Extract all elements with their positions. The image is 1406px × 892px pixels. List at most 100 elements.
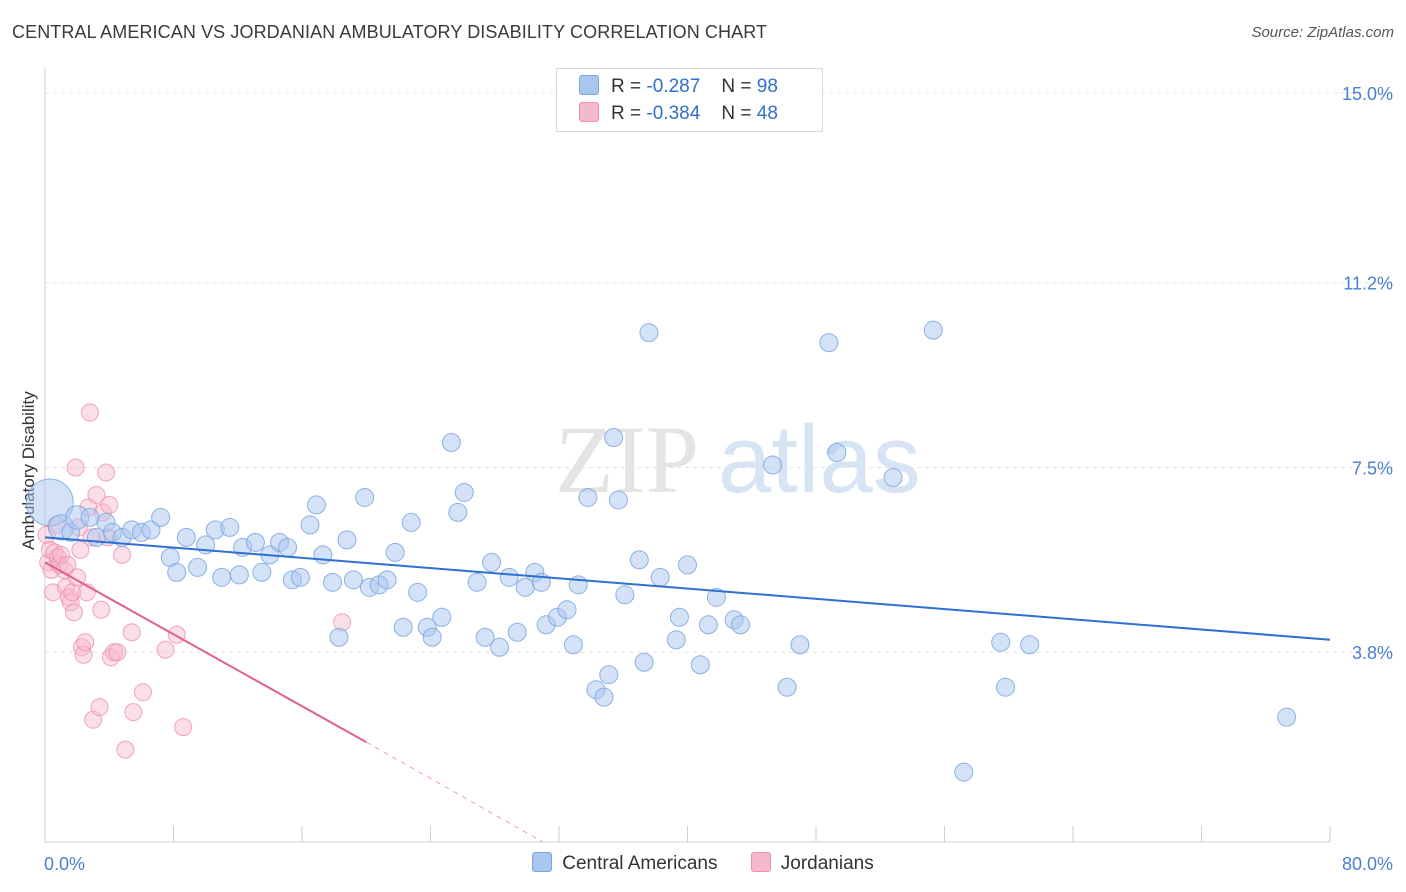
- central-american-point: [245, 532, 265, 552]
- legend-label: Central Americans: [562, 853, 718, 874]
- central-american-point: [290, 567, 310, 587]
- central-american-point: [313, 545, 333, 565]
- legend-row-central-americans: R = -0.287 N = 98: [579, 75, 778, 101]
- chart-title: CENTRAL AMERICAN VS JORDANIAN AMBULATORY…: [12, 22, 768, 42]
- legend-item-jordanians[interactable]: Jordanians: [750, 852, 874, 875]
- central-american-point: [475, 627, 495, 647]
- central-american-point: [594, 687, 614, 707]
- jordanian-point: [156, 640, 175, 659]
- central-american-point: [306, 495, 326, 515]
- blue-swatch: [532, 852, 553, 872]
- y-tick-label: 15.0%: [1342, 84, 1393, 104]
- jordanian-point: [76, 633, 95, 652]
- n-label: N =: [721, 103, 752, 124]
- central-american-point: [151, 507, 171, 527]
- jordanian-point: [97, 463, 116, 482]
- central-american-point: [507, 622, 527, 642]
- central-american-point: [991, 632, 1011, 652]
- central-american-point: [1277, 707, 1297, 727]
- central-american-point: [448, 502, 468, 522]
- tick-labels: 3.8% 7.5% 11.2% 15.0% 0.0% 80.0%: [44, 84, 1393, 874]
- central-americans-points: [25, 320, 1297, 782]
- jordanians-trend-extension: [366, 741, 544, 843]
- jordanian-point: [116, 740, 135, 759]
- central-american-point: [954, 762, 974, 782]
- central-american-point: [690, 655, 710, 675]
- pink-swatch: [579, 102, 599, 122]
- grid-lines: [45, 92, 1392, 653]
- central-american-point: [678, 555, 697, 575]
- central-american-point: [377, 570, 397, 590]
- central-american-point: [819, 333, 839, 353]
- central-american-point: [454, 482, 474, 502]
- central-american-point: [763, 455, 783, 475]
- jordanian-point: [167, 625, 186, 644]
- central-american-point: [441, 433, 461, 453]
- x-tick-label: 80.0%: [1342, 854, 1393, 874]
- central-american-point: [599, 665, 619, 685]
- jordanian-point: [92, 600, 111, 619]
- central-american-point: [167, 562, 187, 582]
- axes: [44, 68, 1331, 843]
- central-american-point: [608, 490, 628, 510]
- jordanian-point: [80, 403, 99, 422]
- correlation-legend: R = -0.287 N = 98 R = -0.384 N = 48: [556, 68, 823, 132]
- central-american-point: [883, 467, 903, 487]
- jordanian-point: [58, 555, 77, 574]
- central-americans-trend-line: [44, 536, 1331, 641]
- legend-label: Jordanians: [780, 853, 874, 874]
- jordanian-point: [64, 603, 83, 622]
- central-american-point: [666, 630, 686, 650]
- central-american-point: [432, 607, 452, 627]
- central-american-point: [385, 542, 405, 562]
- r-label: R =: [611, 103, 642, 124]
- central-american-point: [355, 487, 375, 507]
- legend-item-central-americans[interactable]: Central Americans: [532, 852, 718, 875]
- central-american-point: [557, 600, 577, 620]
- central-american-point: [698, 615, 718, 635]
- n-label: N =: [721, 76, 752, 97]
- central-american-point: [634, 652, 654, 672]
- central-american-point: [669, 607, 689, 627]
- series-legend: Central Americans Jordanians: [0, 852, 1406, 875]
- y-tick-label: 7.5%: [1352, 458, 1393, 478]
- central-american-point: [278, 537, 298, 557]
- central-american-point: [401, 512, 421, 532]
- pink-swatch: [750, 852, 771, 872]
- central-american-point: [337, 530, 357, 550]
- jordanian-point: [66, 458, 85, 477]
- central-american-point: [467, 572, 487, 592]
- n-value: 98: [756, 76, 778, 97]
- source-label: Source: ZipAtlas.com: [1251, 24, 1394, 41]
- central-american-point: [229, 565, 249, 585]
- r-value: -0.384: [646, 103, 701, 124]
- central-american-point: [629, 550, 649, 570]
- jordanians-trend-line: [44, 561, 367, 744]
- central-american-point: [923, 320, 943, 340]
- central-american-point: [408, 582, 428, 602]
- watermark-atlas: atlas: [718, 406, 921, 513]
- central-american-point: [499, 567, 519, 587]
- central-american-point: [563, 635, 583, 655]
- central-american-point: [1020, 635, 1040, 655]
- central-american-point: [604, 428, 624, 448]
- jordanian-point: [108, 643, 127, 662]
- trend-lines: [44, 536, 1331, 843]
- r-value: -0.287: [646, 76, 701, 97]
- jordanian-point: [90, 698, 109, 717]
- y-axis-label: Ambulatory Disability: [19, 391, 38, 550]
- jordanian-point: [133, 683, 152, 702]
- central-american-point: [731, 615, 751, 635]
- central-american-point: [615, 585, 635, 605]
- central-american-point: [212, 567, 232, 587]
- central-american-point: [996, 677, 1016, 697]
- legend-row-jordanians: R = -0.384 N = 48: [579, 102, 778, 128]
- x-tick-label: 0.0%: [44, 854, 85, 874]
- central-american-point: [422, 627, 442, 647]
- central-american-point: [650, 567, 670, 587]
- jordanian-point: [52, 545, 71, 564]
- jordanian-point: [71, 540, 90, 559]
- watermark: ZIP atlas: [555, 406, 921, 513]
- central-american-point: [176, 527, 196, 547]
